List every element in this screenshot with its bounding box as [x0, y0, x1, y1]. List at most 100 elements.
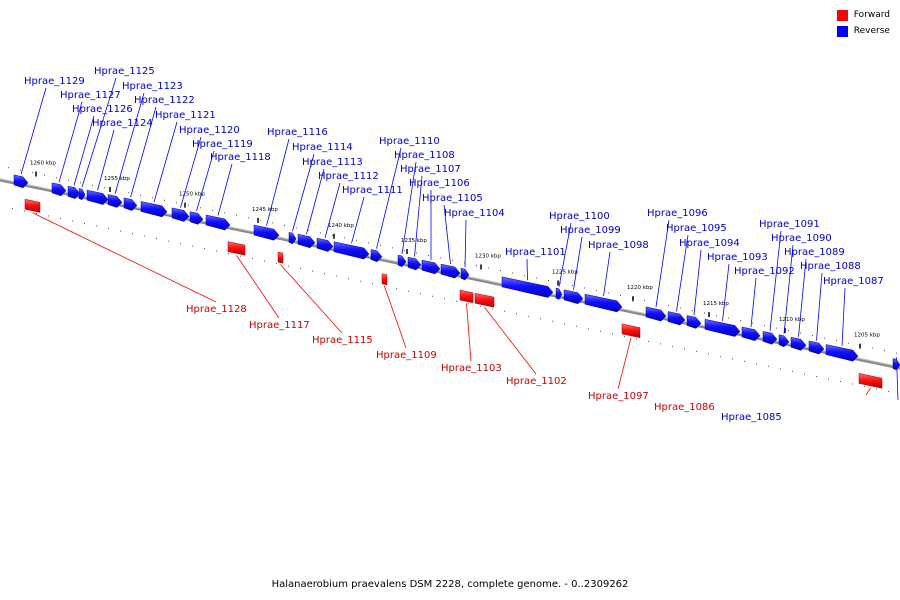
- gene-block-forward[interactable]: [381, 273, 388, 286]
- gene-block-reverse[interactable]: [67, 185, 81, 199]
- gene-block-reverse[interactable]: [584, 293, 623, 313]
- gene-block-reverse[interactable]: [13, 174, 29, 189]
- kbp-tick-label: 1230 kbp: [475, 253, 501, 259]
- forward-leader: [280, 264, 343, 334]
- gene-block-reverse[interactable]: [686, 315, 702, 329]
- reverse-gene-label[interactable]: Hprae_1096: [647, 208, 708, 219]
- reverse-gene-label[interactable]: Hprae_1087: [823, 276, 884, 287]
- forward-gene-label[interactable]: Hprae_1086: [654, 402, 715, 413]
- gene-block-reverse[interactable]: [407, 256, 422, 271]
- gene-block-reverse[interactable]: [316, 237, 334, 252]
- reverse-gene-label[interactable]: Hprae_1116: [267, 127, 328, 138]
- forward-gene-label[interactable]: Hprae_1103: [441, 363, 502, 374]
- gene-block-reverse[interactable]: [741, 326, 761, 342]
- reverse-leader: [217, 163, 233, 216]
- gene-block-reverse[interactable]: [825, 344, 859, 362]
- reverse-gene-label[interactable]: Hprae_1104: [444, 208, 505, 219]
- gene-block-reverse[interactable]: [205, 214, 231, 231]
- gene-block-reverse[interactable]: [645, 306, 667, 322]
- gene-block-forward[interactable]: [277, 251, 284, 264]
- reverse-gene-label[interactable]: Hprae_1108: [394, 150, 455, 161]
- gene-block-reverse[interactable]: [189, 211, 204, 225]
- gene-block-reverse[interactable]: [288, 232, 297, 245]
- gene-block-reverse[interactable]: [253, 224, 280, 241]
- reverse-gene-label[interactable]: Hprae_1092: [734, 266, 795, 277]
- reverse-gene-label[interactable]: Hprae_1099: [560, 225, 621, 236]
- forward-gene-label[interactable]: Hprae_1117: [249, 320, 310, 331]
- reverse-gene-label[interactable]: Hprae_1114: [292, 142, 353, 153]
- forward-gene-label[interactable]: Hprae_1102: [506, 376, 567, 387]
- gene-block-forward[interactable]: [858, 373, 883, 389]
- gene-block-reverse[interactable]: [78, 188, 86, 201]
- forward-gene-label[interactable]: Hprae_1128: [186, 304, 247, 315]
- gene-block-reverse[interactable]: [297, 233, 316, 249]
- gene-block-reverse[interactable]: [555, 287, 563, 300]
- reverse-gene-label[interactable]: Hprae_1120: [179, 125, 240, 136]
- reverse-gene-label[interactable]: Hprae_1122: [134, 95, 195, 106]
- reverse-gene-label[interactable]: Hprae_1094: [679, 238, 740, 249]
- reverse-gene-label[interactable]: Hprae_1105: [422, 193, 483, 204]
- gene-block-reverse[interactable]: [123, 197, 138, 211]
- reverse-gene-label[interactable]: Hprae_1098: [588, 240, 649, 251]
- gene-block-forward[interactable]: [227, 241, 246, 256]
- gene-block-reverse[interactable]: [107, 194, 123, 208]
- reverse-gene-label[interactable]: Hprae_1125: [94, 66, 155, 77]
- gene-block-reverse[interactable]: [370, 249, 383, 263]
- reverse-gene-label[interactable]: Hprae_1124: [92, 118, 153, 129]
- gene-block-reverse[interactable]: [790, 336, 807, 351]
- gene-block-reverse[interactable]: [667, 311, 686, 326]
- reverse-leader: [81, 77, 117, 188]
- gene-block-reverse[interactable]: [421, 259, 441, 275]
- gene-block-forward[interactable]: [474, 292, 495, 308]
- reverse-gene-label[interactable]: Hprae_1091: [759, 219, 820, 230]
- gene-block-reverse[interactable]: [460, 267, 470, 281]
- reverse-leader: [401, 161, 417, 255]
- reverse-gene-label[interactable]: Hprae_1129: [24, 76, 85, 87]
- reverse-gene-label[interactable]: Hprae_1101: [505, 247, 566, 258]
- gene-block-reverse[interactable]: [892, 358, 900, 371]
- reverse-gene-label[interactable]: Hprae_1121: [155, 110, 216, 121]
- reverse-gene-label[interactable]: Hprae_1090: [771, 233, 832, 244]
- reverse-gene-label[interactable]: Hprae_1123: [122, 81, 183, 92]
- kbp-tick-label: 1250 kbp: [179, 192, 205, 198]
- forward-gene-label[interactable]: Hprae_1109: [376, 350, 437, 361]
- reverse-gene-label[interactable]: Hprae_1089: [784, 247, 845, 258]
- reverse-leader: [376, 147, 402, 249]
- reverse-gene-label[interactable]: Hprae_1118: [210, 152, 271, 163]
- reverse-gene-label[interactable]: Hprae_1088: [800, 261, 861, 272]
- gene-block-reverse[interactable]: [51, 182, 67, 197]
- reverse-gene-label[interactable]: Hprae_1095: [666, 223, 727, 234]
- gene-block-reverse[interactable]: [397, 254, 407, 268]
- reverse-gene-label[interactable]: Hprae_1093: [707, 252, 768, 263]
- gene-block-reverse[interactable]: [333, 241, 370, 260]
- reverse-leader: [20, 87, 47, 175]
- gene-block-reverse[interactable]: [171, 207, 190, 222]
- reverse-gene-label[interactable]: Hprae_1112: [318, 171, 379, 182]
- gene-block-reverse[interactable]: [808, 340, 825, 355]
- reverse-gene-label[interactable]: Hprae_1119: [192, 139, 253, 150]
- reverse-gene-label[interactable]: Hprae_1111: [342, 185, 403, 196]
- gene-block-reverse[interactable]: [563, 289, 584, 305]
- gene-block-reverse[interactable]: [762, 331, 778, 345]
- gene-block-reverse[interactable]: [501, 276, 554, 298]
- reverse-gene-label[interactable]: Hprae_1085: [721, 412, 782, 423]
- reverse-gene-label[interactable]: Hprae_1113: [302, 157, 363, 168]
- reverse-gene-label[interactable]: Hprae_1106: [409, 178, 470, 189]
- reverse-gene-label[interactable]: Hprae_1126: [72, 104, 133, 115]
- kbp-tick-label: 1255 kbp: [104, 176, 130, 182]
- gene-block-reverse[interactable]: [704, 318, 741, 337]
- gene-block-reverse[interactable]: [140, 201, 168, 218]
- gene-block-reverse[interactable]: [440, 263, 461, 279]
- forward-gene-label[interactable]: Hprae_1097: [588, 391, 649, 402]
- gene-block-forward[interactable]: [621, 323, 641, 338]
- gene-block-reverse[interactable]: [778, 334, 790, 348]
- forward-gene-label[interactable]: Hprae_1115: [312, 335, 373, 346]
- reverse-gene-label[interactable]: Hprae_1110: [379, 136, 440, 147]
- legend: Forward Reverse: [836, 8, 890, 40]
- reverse-gene-label[interactable]: Hprae_1100: [549, 211, 610, 222]
- gene-block-forward[interactable]: [24, 198, 41, 213]
- gene-block-reverse[interactable]: [86, 189, 109, 205]
- reverse-gene-label[interactable]: Hprae_1107: [400, 164, 461, 175]
- reverse-gene-label[interactable]: Hprae_1127: [60, 90, 121, 101]
- gene-block-forward[interactable]: [459, 289, 474, 304]
